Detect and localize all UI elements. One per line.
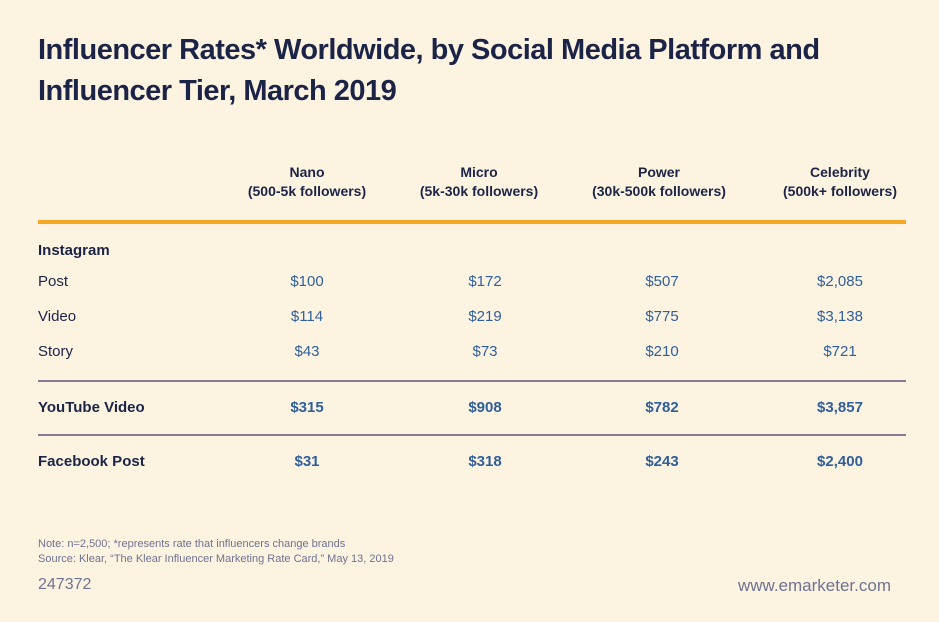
source-note: Source: Klear, “The Klear Influencer Mar… [38, 553, 394, 565]
column-header-power: Power (30k-500k followers) [569, 163, 749, 201]
table-cell: $219 [468, 308, 502, 325]
footnote: Note: n=2,500; *represents rate that inf… [38, 538, 346, 550]
column-header-nano: Nano (500-5k followers) [217, 163, 397, 201]
table-cell: $721 [823, 343, 857, 360]
column-name: Micro [460, 164, 498, 180]
column-header-micro: Micro (5k-30k followers) [389, 163, 569, 201]
column-sub: (500-5k followers) [247, 183, 367, 199]
table-cell: $2,400 [817, 453, 863, 470]
table-cell: $507 [645, 273, 679, 290]
table-cell: $210 [645, 343, 679, 360]
column-name: Celebrity [810, 164, 870, 180]
row-label-video: Video [38, 308, 77, 325]
row-divider [38, 380, 906, 382]
table-cell: $782 [645, 399, 679, 416]
header-divider [38, 220, 906, 224]
column-header-celebrity: Celebrity (500k+ followers) [750, 163, 930, 201]
chart-id: 247372 [38, 576, 92, 593]
table-cell: $31 [294, 453, 320, 470]
table-cell: $100 [290, 273, 324, 290]
table-cell: $243 [645, 453, 679, 470]
website-link[interactable]: www.emarketer.com [737, 576, 891, 595]
table-cell: $3,857 [817, 399, 863, 416]
chart-title: Influencer Rates* Worldwide, by Social M… [38, 34, 820, 107]
column-sub: (30k-500k followers) [592, 183, 726, 199]
column-sub: (5k-30k followers) [419, 183, 539, 199]
table-cell: $3,138 [817, 308, 863, 325]
column-name: Nano [289, 164, 325, 180]
table-cell: $114 [290, 308, 324, 325]
table-cell: $775 [645, 308, 679, 325]
row-divider [38, 434, 906, 436]
table-cell: $2,085 [817, 273, 863, 290]
row-label-post: Post [38, 273, 69, 290]
table-cell: $43 [294, 343, 320, 360]
table-cell: $172 [468, 273, 502, 290]
row-label-story: Story [38, 343, 74, 360]
row-label-facebook-post: Facebook Post [38, 453, 145, 470]
table-cell: $315 [290, 399, 324, 416]
group-label-instagram: Instagram [38, 242, 110, 259]
row-label-youtube-video: YouTube Video [38, 399, 145, 416]
table-cell: $73 [472, 343, 498, 360]
column-sub: (500k+ followers) [783, 183, 897, 199]
table-cell: $908 [468, 399, 502, 416]
column-name: Power [637, 164, 680, 180]
table-cell: $318 [468, 453, 502, 470]
